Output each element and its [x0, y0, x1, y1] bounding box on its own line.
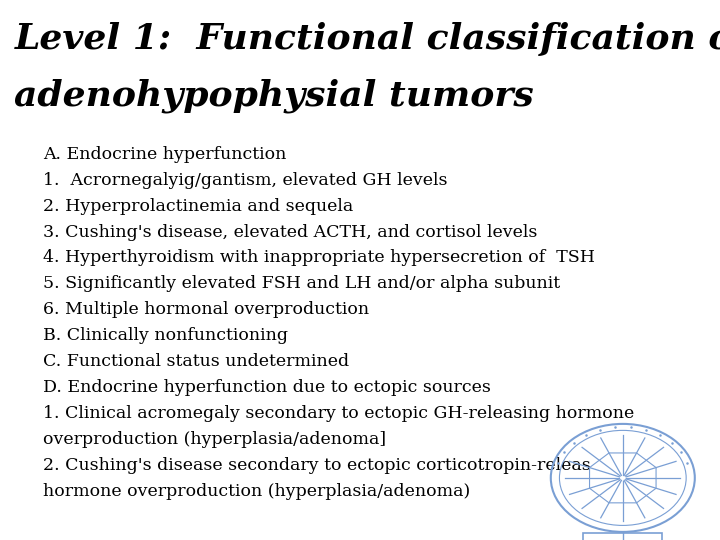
Text: 1. Clinical acromegaly secondary to ectopic GH-releasing hormone: 1. Clinical acromegaly secondary to ecto… — [43, 405, 634, 422]
Text: 3. Cushing's disease, elevated ACTH, and cortisol levels: 3. Cushing's disease, elevated ACTH, and… — [43, 224, 538, 240]
Text: 5. Significantly elevated FSH and LH and/or alpha subunit: 5. Significantly elevated FSH and LH and… — [43, 275, 560, 292]
Text: hormone overproduction (hyperplasia/adenoma): hormone overproduction (hyperplasia/aden… — [43, 483, 470, 500]
Text: 2. Hyperprolactinemia and sequela: 2. Hyperprolactinemia and sequela — [43, 198, 354, 214]
Text: adenohypophysial tumors: adenohypophysial tumors — [14, 78, 534, 113]
Text: A. Endocrine hyperfunction: A. Endocrine hyperfunction — [43, 146, 287, 163]
Text: overproduction (hyperplasia/adenoma]: overproduction (hyperplasia/adenoma] — [43, 431, 387, 448]
Text: 2. Cushing's disease secondary to ectopic corticotropin-releas: 2. Cushing's disease secondary to ectopi… — [43, 457, 591, 474]
Text: Level 1:  Functional classification of: Level 1: Functional classification of — [14, 22, 720, 56]
Text: 1.  Acrornegalyig/gantism, elevated GH levels: 1. Acrornegalyig/gantism, elevated GH le… — [43, 172, 448, 188]
Text: 6. Multiple hormonal overproduction: 6. Multiple hormonal overproduction — [43, 301, 369, 318]
Text: 4. Hyperthyroidism with inappropriate hypersecretion of  TSH: 4. Hyperthyroidism with inappropriate hy… — [43, 249, 595, 266]
Text: B. Clinically nonfunctioning: B. Clinically nonfunctioning — [43, 327, 288, 344]
Bar — [583, 533, 662, 540]
Text: D. Endocrine hyperfunction due to ectopic sources: D. Endocrine hyperfunction due to ectopi… — [43, 379, 491, 396]
Text: C. Functional status undetermined: C. Functional status undetermined — [43, 353, 349, 370]
